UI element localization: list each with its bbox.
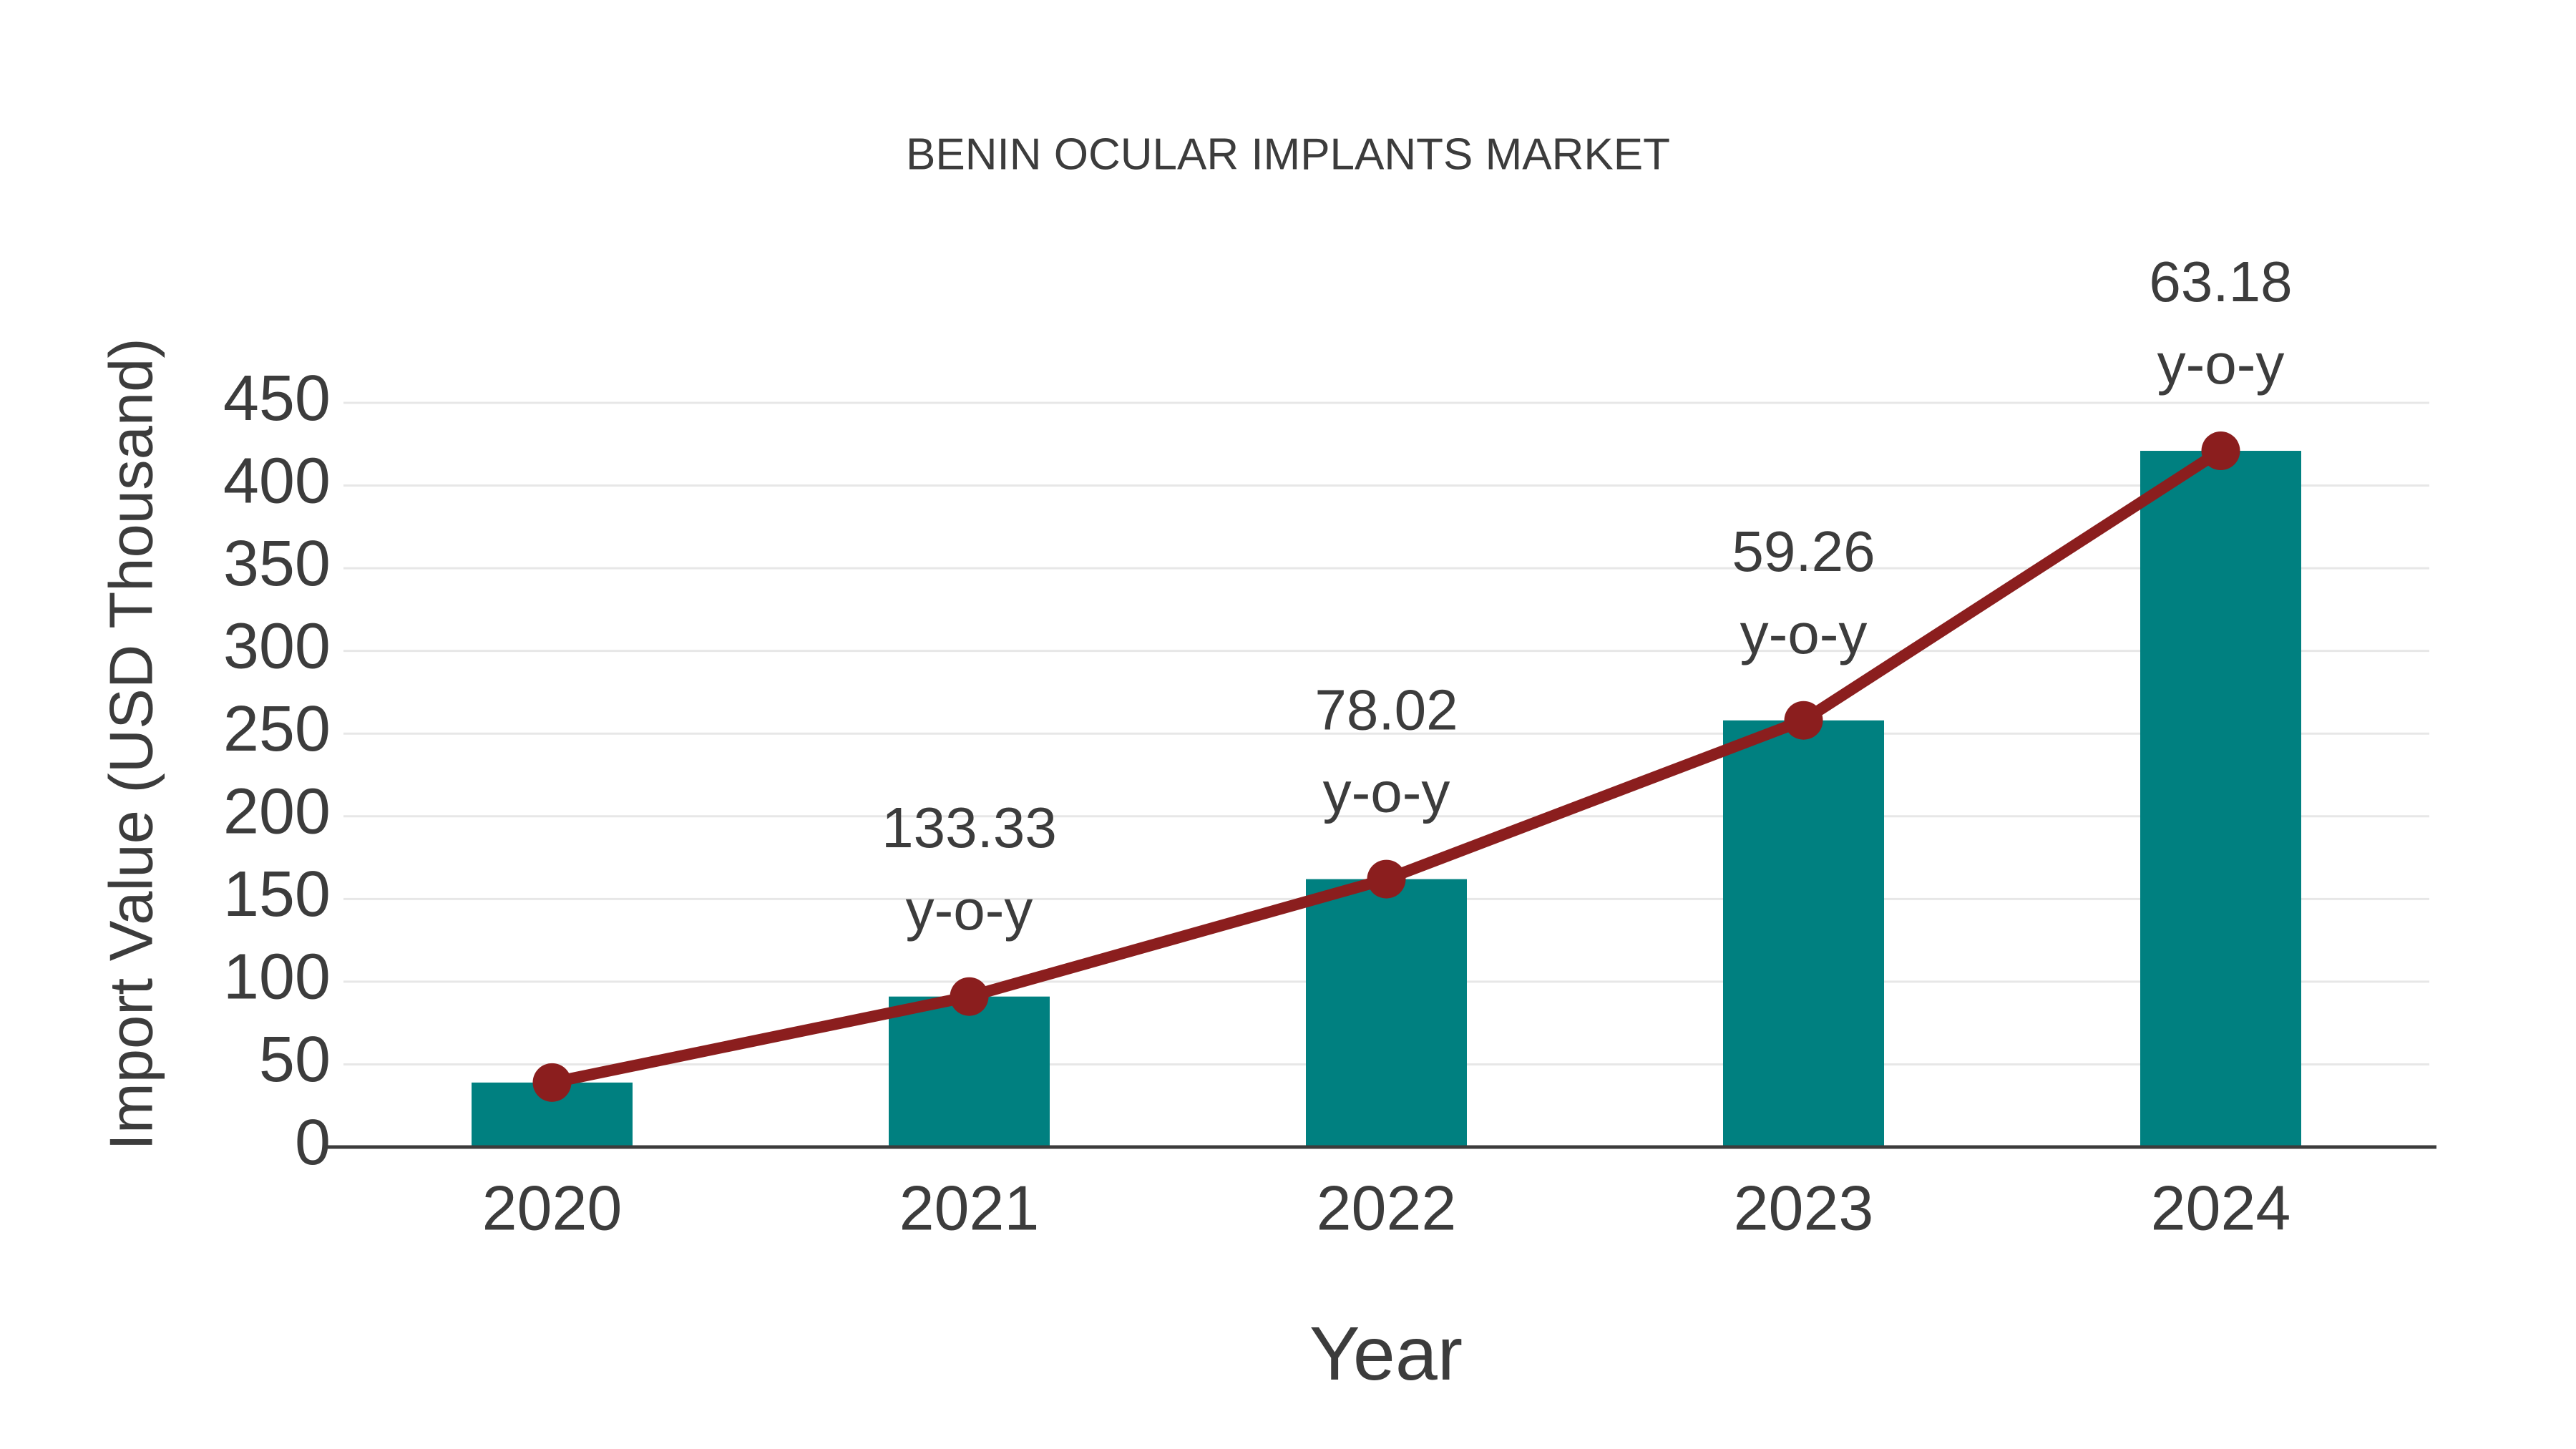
- annotation-value-2023: 59.26: [1732, 519, 1875, 583]
- y-tick-label: 250: [223, 693, 331, 765]
- y-tick-label: 450: [223, 363, 331, 434]
- data-markers-layer: [532, 431, 2240, 1102]
- y-tick-label: 350: [223, 528, 331, 600]
- bar-2023: [1723, 720, 1884, 1147]
- y-tick-labels-layer: 0 50 100 150 200 250 300 350 400 450: [223, 363, 331, 1179]
- y-tick-label: 100: [223, 942, 331, 1013]
- data-point-marker-2023: [1784, 701, 1823, 740]
- annotation-value-2022: 78.02: [1314, 678, 1458, 742]
- x-tick-label-2021: 2021: [899, 1172, 1040, 1243]
- x-tick-label-2020: 2020: [482, 1172, 623, 1243]
- bars-layer: [472, 451, 2301, 1147]
- gridlines-layer: [343, 401, 2429, 1065]
- data-point-marker-2022: [1367, 859, 1406, 899]
- annotation-unit-2023: y-o-y: [1740, 602, 1868, 665]
- chart-title: BENIN OCULAR IMPLANTS MARKET: [906, 130, 1670, 179]
- data-point-marker-2021: [950, 977, 989, 1016]
- bar-2021: [889, 996, 1050, 1147]
- bar-2022: [1306, 879, 1467, 1147]
- data-point-marker-2020: [532, 1063, 572, 1102]
- y-axis-title: Import Value (USD Thousand): [97, 338, 165, 1150]
- annotation-value-2024: 63.18: [2149, 250, 2292, 313]
- y-tick-label: 50: [259, 1024, 331, 1096]
- annotations-layer: 133.33 y-o-y 78.02 y-o-y 59.26 y-o-y 63.18 y-o-…: [882, 250, 2292, 942]
- x-tick-label-2024: 2024: [2151, 1172, 2291, 1243]
- x-axis-title: Year: [1309, 1312, 1463, 1396]
- x-tick-label-2023: 2023: [1734, 1172, 1874, 1243]
- annotation-value-2021: 133.33: [882, 796, 1057, 859]
- data-point-marker-2024: [2201, 431, 2240, 471]
- annotation-unit-2021: y-o-y: [906, 878, 1033, 942]
- y-tick-label: 150: [223, 859, 331, 930]
- annotation-unit-2022: y-o-y: [1323, 761, 1450, 824]
- x-tick-label-2022: 2022: [1317, 1172, 1457, 1243]
- y-tick-label: 400: [223, 445, 331, 517]
- bar-2024: [2140, 451, 2301, 1147]
- y-tick-label: 0: [295, 1107, 331, 1179]
- y-tick-label: 300: [223, 610, 331, 682]
- annotation-unit-2024: y-o-y: [2157, 332, 2285, 396]
- y-tick-label: 200: [223, 776, 331, 848]
- x-tick-labels-layer: 2020 2021 2022 2023 2024: [482, 1172, 2291, 1243]
